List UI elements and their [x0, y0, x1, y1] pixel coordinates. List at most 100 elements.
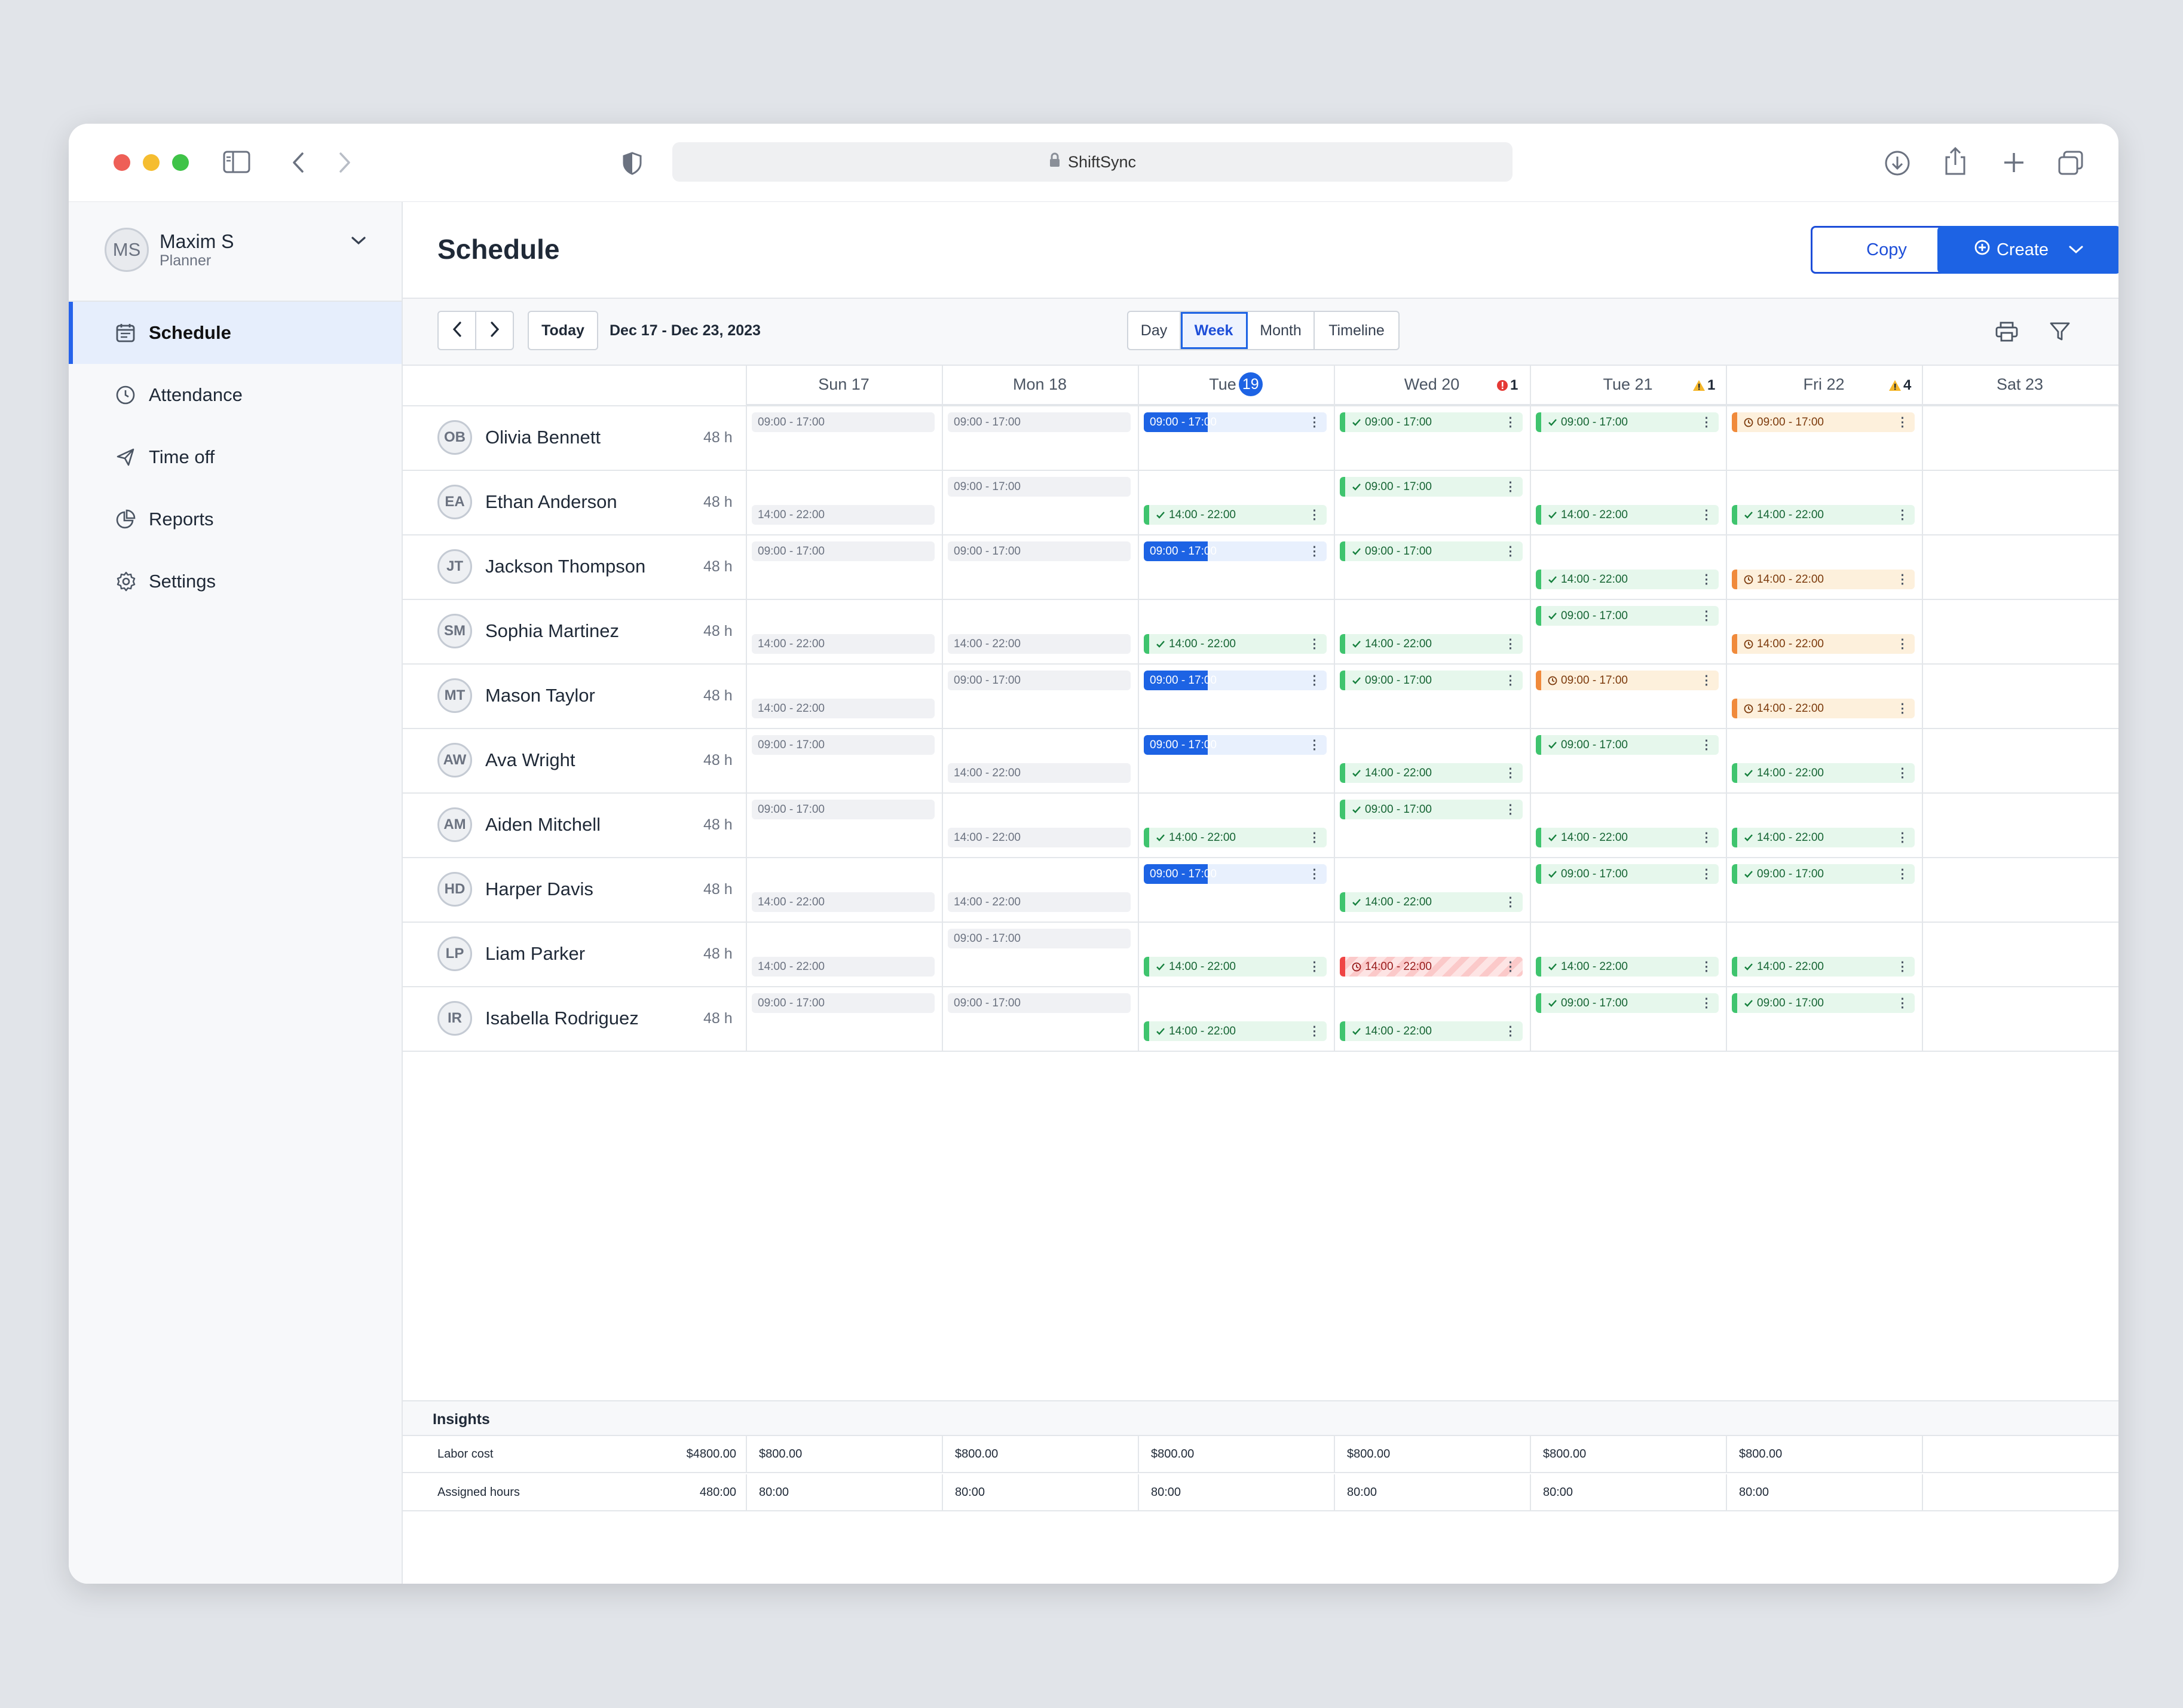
more-options-icon[interactable]: ⋮	[1308, 674, 1321, 687]
minimize-window-button[interactable]	[143, 154, 160, 171]
shift-block-green[interactable]: 14:00 - 22:00 ⋮	[1144, 828, 1327, 847]
view-tab-timeline[interactable]: Timeline	[1328, 322, 1385, 339]
sidebar-item-reports[interactable]: Reports	[69, 488, 402, 550]
shift-block-green[interactable]: 09:00 - 17:00 ⋮	[1536, 864, 1719, 884]
shift-block-orange[interactable]: 09:00 - 17:00 ⋮	[1732, 412, 1915, 432]
shift-block-gray[interactable]: 09:00 - 17:00	[948, 412, 1131, 432]
more-options-icon[interactable]: ⋮	[1896, 996, 1909, 1010]
shift-block-blue[interactable]: 09:00 - 17:00 ⋮	[1144, 671, 1327, 690]
shift-block-gray[interactable]: 14:00 - 22:00	[752, 892, 935, 912]
more-options-icon[interactable]: ⋮	[1504, 803, 1517, 816]
shift-block-green[interactable]: 09:00 - 17:00 ⋮	[1536, 735, 1719, 755]
sidebar-item-schedule[interactable]: Schedule	[69, 302, 402, 364]
shift-block-red[interactable]: 14:00 - 22:00 ⋮	[1340, 957, 1523, 977]
sidebar-item-time-off[interactable]: Time off	[69, 426, 402, 488]
shift-block-gray[interactable]: 09:00 - 17:00	[752, 800, 935, 819]
view-tab-week[interactable]: Week	[1181, 312, 1248, 349]
employee-row-header[interactable]: EA Ethan Anderson 48 h	[437, 470, 747, 534]
new-tab-icon[interactable]	[2003, 151, 2025, 174]
shift-block-green[interactable]: 09:00 - 17:00 ⋮	[1536, 993, 1719, 1013]
shift-block-green[interactable]: 14:00 - 22:00 ⋮	[1144, 1021, 1327, 1041]
shift-block-gray[interactable]: 09:00 - 17:00	[752, 735, 935, 755]
shift-block-green[interactable]: 14:00 - 22:00 ⋮	[1536, 505, 1719, 525]
shift-block-gray[interactable]: 14:00 - 22:00	[752, 699, 935, 718]
more-options-icon[interactable]: ⋮	[1308, 637, 1321, 651]
shift-block-orange[interactable]: 14:00 - 22:00 ⋮	[1732, 699, 1915, 718]
more-options-icon[interactable]: ⋮	[1308, 738, 1321, 752]
more-options-icon[interactable]: ⋮	[1896, 508, 1909, 522]
shift-block-gray[interactable]: 14:00 - 22:00	[948, 828, 1131, 847]
more-options-icon[interactable]: ⋮	[1896, 415, 1909, 429]
more-options-icon[interactable]: ⋮	[1308, 1024, 1321, 1038]
more-options-icon[interactable]: ⋮	[1504, 415, 1517, 429]
shift-block-orange[interactable]: 14:00 - 22:00 ⋮	[1732, 634, 1915, 654]
more-options-icon[interactable]: ⋮	[1700, 674, 1713, 687]
user-menu[interactable]: MS Maxim S Planner	[105, 225, 379, 275]
shift-block-green[interactable]: 09:00 - 17:00 ⋮	[1340, 477, 1523, 497]
more-options-icon[interactable]: ⋮	[1896, 702, 1909, 715]
shift-block-green[interactable]: 14:00 - 22:00 ⋮	[1340, 763, 1523, 783]
employee-row-header[interactable]: JT Jackson Thompson 48 h	[437, 534, 747, 599]
more-options-icon[interactable]: ⋮	[1308, 867, 1321, 881]
shift-block-green[interactable]: 14:00 - 22:00 ⋮	[1340, 634, 1523, 654]
today-button[interactable]: Today	[528, 311, 598, 350]
copy-button[interactable]: Copy	[1811, 226, 1962, 274]
view-tab-month[interactable]: Month	[1248, 312, 1315, 349]
shift-block-green[interactable]: 14:00 - 22:00 ⋮	[1536, 957, 1719, 977]
shift-block-green[interactable]: 14:00 - 22:00 ⋮	[1732, 505, 1915, 525]
shift-block-green[interactable]: 14:00 - 22:00 ⋮	[1144, 634, 1327, 654]
shift-block-gray[interactable]: 09:00 - 17:00	[752, 541, 935, 561]
shift-block-green[interactable]: 14:00 - 22:00 ⋮	[1732, 828, 1915, 847]
more-options-icon[interactable]: ⋮	[1308, 544, 1321, 558]
shift-block-green[interactable]: 09:00 - 17:00 ⋮	[1340, 671, 1523, 690]
employee-row-header[interactable]: HD Harper Davis 48 h	[437, 857, 747, 922]
employee-row-header[interactable]: OB Olivia Bennett 48 h	[437, 405, 747, 470]
more-options-icon[interactable]: ⋮	[1896, 867, 1909, 881]
employee-row-header[interactable]: IR Isabella Rodriguez 48 h	[437, 986, 747, 1051]
more-options-icon[interactable]: ⋮	[1504, 637, 1517, 651]
more-options-icon[interactable]: ⋮	[1700, 738, 1713, 752]
shift-block-orange[interactable]: 14:00 - 22:00 ⋮	[1732, 570, 1915, 589]
shift-block-blue[interactable]: 09:00 - 17:00 ⋮	[1144, 864, 1327, 884]
shift-block-green[interactable]: 14:00 - 22:00 ⋮	[1732, 763, 1915, 783]
shift-block-gray[interactable]: 09:00 - 17:00	[948, 993, 1131, 1013]
shift-block-gray[interactable]: 14:00 - 22:00	[948, 763, 1131, 783]
more-options-icon[interactable]: ⋮	[1700, 573, 1713, 586]
shift-block-gray[interactable]: 14:00 - 22:00	[948, 634, 1131, 654]
more-options-icon[interactable]: ⋮	[1308, 415, 1321, 429]
download-icon[interactable]	[1884, 150, 1910, 176]
employee-row-header[interactable]: LP Liam Parker 48 h	[437, 922, 747, 986]
more-options-icon[interactable]: ⋮	[1896, 960, 1909, 974]
shift-block-gray[interactable]: 09:00 - 17:00	[948, 671, 1131, 690]
shift-block-gray[interactable]: 09:00 - 17:00	[752, 993, 935, 1013]
shift-block-green[interactable]: 14:00 - 22:00 ⋮	[1144, 957, 1327, 977]
shift-block-green[interactable]: 09:00 - 17:00 ⋮	[1340, 541, 1523, 561]
sidebar-item-settings[interactable]: Settings	[69, 550, 402, 613]
shift-block-blue[interactable]: 09:00 - 17:00 ⋮	[1144, 412, 1327, 432]
shift-block-gray[interactable]: 14:00 - 22:00	[752, 634, 935, 654]
shift-block-gray[interactable]: 14:00 - 22:00	[752, 505, 935, 525]
create-button[interactable]: Create	[1937, 226, 2118, 274]
employee-row-header[interactable]: SM Sophia Martinez 48 h	[437, 599, 747, 663]
more-options-icon[interactable]: ⋮	[1308, 960, 1321, 974]
employee-row-header[interactable]: AW Ava Wright 48 h	[437, 728, 747, 792]
more-options-icon[interactable]: ⋮	[1896, 573, 1909, 586]
shift-block-gray[interactable]: 09:00 - 17:00	[948, 541, 1131, 561]
more-options-icon[interactable]: ⋮	[1700, 831, 1713, 844]
more-options-icon[interactable]: ⋮	[1504, 1024, 1517, 1038]
chevron-down-icon[interactable]	[2068, 244, 2084, 255]
shift-block-orange[interactable]: 09:00 - 17:00 ⋮	[1536, 671, 1719, 690]
privacy-shield-icon[interactable]	[621, 151, 643, 175]
more-options-icon[interactable]: ⋮	[1504, 544, 1517, 558]
address-bar[interactable]: ShiftSync	[672, 142, 1513, 182]
shift-block-green[interactable]: 14:00 - 22:00 ⋮	[1536, 828, 1719, 847]
shift-block-green[interactable]: 14:00 - 22:00 ⋮	[1536, 570, 1719, 589]
shift-block-blue[interactable]: 09:00 - 17:00 ⋮	[1144, 541, 1327, 561]
shift-block-green[interactable]: 09:00 - 17:00 ⋮	[1732, 993, 1915, 1013]
shift-block-gray[interactable]: 14:00 - 22:00	[752, 957, 935, 977]
shift-block-gray[interactable]: 09:00 - 17:00	[948, 929, 1131, 948]
more-options-icon[interactable]: ⋮	[1700, 867, 1713, 881]
sidebar-toggle-icon[interactable]	[223, 150, 250, 174]
prev-week-button[interactable]	[439, 312, 476, 349]
shift-block-green[interactable]: 14:00 - 22:00 ⋮	[1732, 957, 1915, 977]
